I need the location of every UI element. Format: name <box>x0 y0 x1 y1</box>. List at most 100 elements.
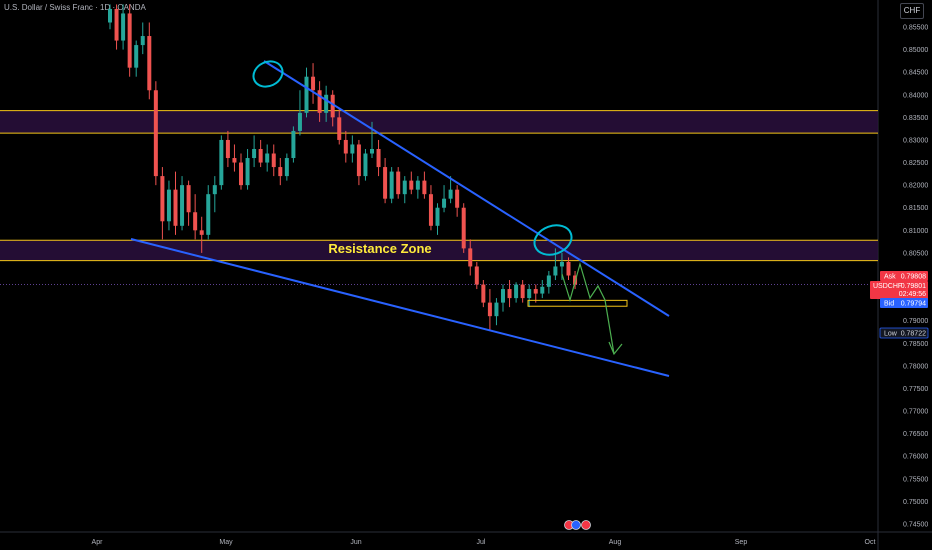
price-tick-label: 0.77500 <box>903 386 928 393</box>
candle-body <box>383 167 388 199</box>
candle-body <box>507 289 512 299</box>
time-tick-label: Jun <box>350 539 361 546</box>
candle-body <box>494 302 499 317</box>
price-tick-label: 0.76500 <box>903 431 928 438</box>
price-tick-label: 0.84000 <box>903 92 928 99</box>
candle-body <box>546 275 551 287</box>
price-tick-label: 0.79000 <box>903 318 928 325</box>
candle-body <box>428 194 433 226</box>
time-tick-label: Aug <box>609 539 622 546</box>
candle-body <box>232 158 237 163</box>
candle-body <box>520 284 525 299</box>
price-tick-label: 0.74500 <box>903 522 928 529</box>
candle-body <box>317 90 322 113</box>
ask-tag-label: Ask <box>884 274 896 281</box>
projection-path[interactable] <box>561 261 615 355</box>
candle-body <box>291 130 296 159</box>
candle-body <box>219 139 224 186</box>
candle-body <box>147 36 152 91</box>
candle-body <box>284 158 289 177</box>
support-box[interactable] <box>527 299 628 307</box>
candle-body <box>415 180 420 190</box>
resistance-zone-label: Resistance Zone <box>328 241 431 256</box>
candle-body <box>278 167 283 177</box>
candle-body <box>422 180 427 195</box>
candle-body <box>501 289 505 303</box>
candle-body <box>356 144 361 177</box>
candle-body <box>297 112 302 131</box>
lower-trendline[interactable] <box>130 238 670 377</box>
time-tick-label: Apr <box>92 539 104 546</box>
candle-body <box>435 207 440 226</box>
time-tick-label: Sep <box>735 539 748 546</box>
candle-body <box>481 284 486 303</box>
candle-body <box>193 212 198 231</box>
time-tick-label: May <box>219 539 233 546</box>
economic-event-icon[interactable] <box>581 520 591 530</box>
price-tick-label: 0.83000 <box>903 137 928 144</box>
candle-body <box>245 158 250 186</box>
bid-tag-label: Bid <box>884 301 894 308</box>
candle-body <box>343 139 348 154</box>
candle-body <box>239 162 243 186</box>
price-tick-label: 0.83500 <box>903 115 928 122</box>
candle-body <box>311 76 316 91</box>
candle-body <box>225 139 230 159</box>
candle-body <box>324 94 329 113</box>
candle-body <box>258 148 263 163</box>
candle-body <box>186 185 191 213</box>
price-tick-label: 0.78000 <box>903 363 928 370</box>
candle-body <box>166 189 171 222</box>
candle-body <box>114 8 119 41</box>
candle-body <box>553 266 558 276</box>
swing-high-marker[interactable] <box>249 57 286 91</box>
candle-body <box>474 266 479 285</box>
upper-trendline[interactable] <box>263 60 670 317</box>
currency-button[interactable]: CHF <box>900 3 924 19</box>
candle-body <box>121 13 126 41</box>
ask-tag-value: 0.79808 <box>901 274 926 281</box>
price-tick-label: 0.82000 <box>903 183 928 190</box>
candle-body <box>389 171 394 199</box>
economic-event-icon[interactable] <box>571 520 581 530</box>
candle-body <box>153 90 158 177</box>
candle-body <box>402 180 407 195</box>
candle-body <box>108 8 112 23</box>
low-tag-value: 0.78722 <box>901 331 926 338</box>
candle-body <box>559 261 564 267</box>
candle-body <box>487 302 492 317</box>
zone-fill-2 <box>0 240 878 261</box>
price-tick-label: 0.75000 <box>903 499 928 506</box>
candle-body <box>140 36 145 46</box>
candle-body <box>252 148 257 159</box>
candle-body <box>134 45 139 68</box>
candle-body <box>304 76 309 113</box>
candle-body <box>442 198 447 208</box>
candle-body <box>350 144 355 154</box>
candle-body <box>199 230 204 235</box>
candle-body <box>566 261 571 276</box>
price-tick-label: 0.80500 <box>903 250 928 257</box>
zone-fill-1 <box>0 110 878 134</box>
candle-body <box>527 289 532 299</box>
candle-body <box>180 185 185 226</box>
price-tick-label: 0.77000 <box>903 409 928 416</box>
candle-body <box>455 189 460 208</box>
price-tick-label: 0.84500 <box>903 70 928 77</box>
candle-body <box>409 180 414 190</box>
price-tick-label: 0.82500 <box>903 160 928 167</box>
chart-title: U.S. Dollar / Swiss Franc · 1D · OANDA <box>4 3 146 12</box>
candle-body <box>160 176 165 222</box>
candle-body <box>370 148 374 154</box>
countdown-value: 02:49:56 <box>899 291 926 298</box>
price-tick-label: 0.81000 <box>903 228 928 235</box>
low-tag-bg <box>879 327 929 339</box>
price-tick-label: 0.78500 <box>903 341 928 348</box>
candle-body <box>173 189 178 226</box>
candle-body <box>396 171 401 195</box>
retest-marker[interactable] <box>530 220 575 259</box>
candle-body <box>514 284 519 299</box>
candle-body <box>271 153 276 168</box>
last-price-tag-bg <box>870 281 928 299</box>
